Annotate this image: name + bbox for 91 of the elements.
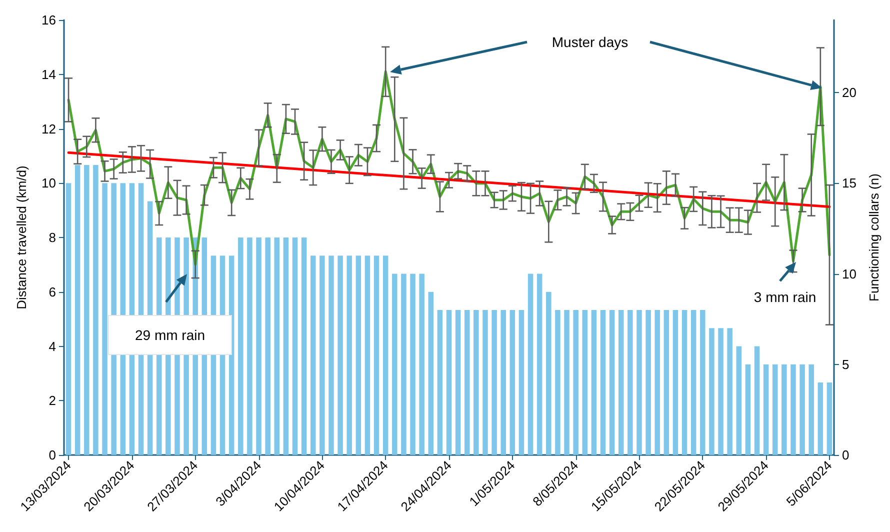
bar [736,346,742,455]
bar [474,310,479,455]
y2-tick-label: 0 [842,448,850,462]
annotation: 29 mm rain [134,327,206,343]
bar [455,310,461,455]
bar [528,274,534,455]
bar [763,364,769,455]
bar [808,364,814,455]
bar [310,256,316,455]
bar [320,256,325,455]
bar [401,274,406,455]
bar [510,310,516,455]
y-axis-title: Distance travelled (km/d) [14,166,29,310]
bar [782,364,787,455]
y2-tick-label: 5 [842,356,850,372]
bar [536,274,542,455]
bar [600,310,606,455]
y-tick-label: 8 [48,230,56,245]
bar [654,310,660,455]
bar [419,274,424,455]
bar [392,274,398,455]
bar [346,256,352,455]
bar [555,310,560,455]
bar [518,310,524,455]
bar [364,256,370,455]
bar [672,310,678,455]
bar [790,364,796,455]
y2-axis-title: Functioning collars (n) [866,174,882,302]
bar [700,310,706,455]
bar [745,364,751,455]
bar [636,310,642,455]
bar [582,310,588,455]
bar [102,183,108,455]
label-box: 29 mm rain [108,315,232,355]
y-tick-label: 0 [48,448,56,462]
bar [274,238,280,455]
bar [492,310,497,455]
bar [256,238,262,455]
bar [328,256,334,455]
bar [664,310,670,455]
y2-tick-label: 15 [842,176,856,191]
bar [573,310,578,455]
bar [446,310,452,455]
bar [727,328,732,455]
bar [718,328,724,455]
bar [500,310,506,455]
y-tick-label: 12 [42,121,56,136]
bar [690,310,696,455]
y2-tick-label: 10 [842,266,856,282]
bar [265,238,270,455]
y-tick-label: 6 [48,284,56,300]
annotation: 3 mm rain [754,289,816,305]
bar [283,238,289,455]
y-tick-label: 2 [48,393,56,408]
bar [374,256,380,455]
bar [238,238,244,455]
bar [546,292,552,455]
bar [591,310,597,455]
bar [628,310,633,455]
bar [646,310,651,455]
bar [464,310,470,455]
bar [437,310,443,455]
bar [482,310,488,455]
bar [382,256,388,455]
bar [800,364,805,455]
bar [772,364,778,455]
y2-tick-label: 20 [842,85,856,100]
bar [609,310,615,455]
bar [356,256,362,455]
bar [754,346,760,455]
bar [564,310,570,455]
bar [410,274,416,455]
bar [682,310,688,455]
bar [292,238,298,455]
bar [301,238,307,455]
y-tick-label: 14 [42,66,56,82]
bar [709,328,714,455]
bar [428,292,434,455]
bar [93,165,98,455]
bar [818,382,824,455]
annotation: Muster days [552,34,628,50]
bar [66,183,72,455]
bar [84,165,90,455]
y-tick-label: 4 [48,338,56,354]
bar [338,256,343,455]
bar [74,165,80,455]
y-tick-label: 10 [42,176,56,191]
bar [618,310,624,455]
bar [247,238,252,455]
y-tick-label: 16 [42,12,56,28]
bar [826,382,832,455]
